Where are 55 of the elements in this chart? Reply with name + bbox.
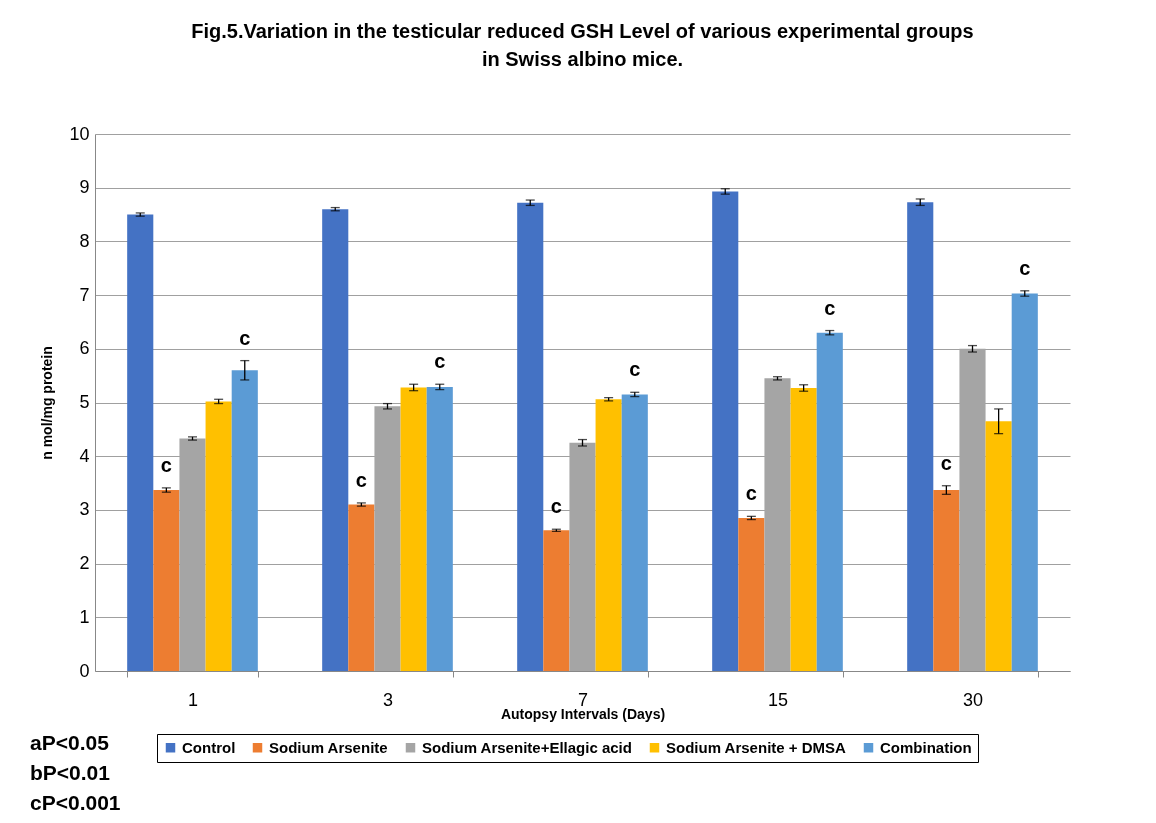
data-label: c [550,495,562,518]
data-label: c [434,350,446,373]
bar [426,386,453,671]
text: cP<0.001 [30,790,121,816]
bar [400,387,427,671]
bar [621,394,648,671]
bar [907,202,934,671]
bar [205,401,232,671]
bar [595,399,622,671]
bar [816,332,843,671]
y-tick-label: 2 [79,553,90,574]
y-tick-label: 0 [79,660,90,681]
x-tick-label: 30 [962,689,984,710]
bar [543,530,570,671]
y-tick-label: 5 [79,392,90,412]
data-label: c [1019,256,1031,279]
bar [348,504,375,671]
bar [933,490,960,671]
y-tick-label: 4 [79,445,90,466]
text: bP<0.01 [30,760,111,786]
y-tick-label: 6 [79,338,90,359]
bar [712,191,739,671]
data-label: c [629,358,641,381]
bar [738,517,765,671]
x-tick-label: 1 [187,689,199,710]
data-label: c [239,326,251,349]
bar [1011,293,1038,671]
chart-title: Fig.5.Variation in the testicular reduced GSH Level of various experimental groups in Swiss albino mice. [191,20,974,70]
x-tick-label: 3 [382,689,394,710]
y-axis-title: n mol/mg protein [39,346,56,460]
bar [153,490,180,671]
y-tick-label: 1 [79,606,90,627]
data-label: c [160,453,172,476]
bar [231,370,258,671]
bar [322,209,349,671]
legend-label: Sodium Arsenite+Ellagic acid [422,738,632,756]
bar [790,388,817,671]
legend-label: Combination [880,738,972,756]
y-tick-label: 3 [79,499,90,520]
legend-label: Control [182,738,236,756]
data-label: c [824,296,836,319]
y-tick-label: 8 [79,230,90,251]
y-tick-label: 7 [79,284,90,305]
legend-label: Sodium Arsenite [269,738,388,756]
bar [517,202,544,671]
y-tick-label: 10 [69,123,90,144]
x-tick-label: 15 [767,689,789,710]
text: aP<0.05 [30,730,110,756]
data-label: c [940,451,952,474]
y-tick-label: 9 [79,177,90,198]
bar [985,421,1012,671]
bar [127,214,154,671]
data-label: c [355,468,367,491]
legend-label: Sodium Arsenite + DMSA [666,738,847,756]
data-label: c [745,482,757,505]
